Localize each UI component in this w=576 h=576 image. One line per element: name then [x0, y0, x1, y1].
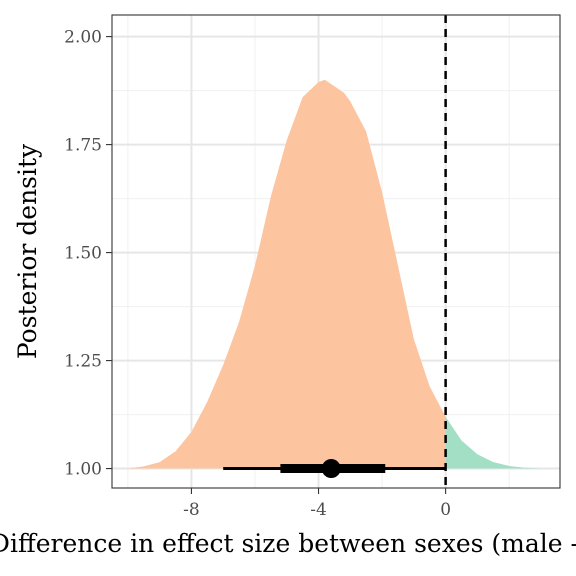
- interval-point-estimate: [321, 459, 341, 479]
- x-tick-label: 0: [440, 500, 451, 520]
- tick-labels-layer: -8 -4 0 1.00 1.25 1.50 1.75 2.00: [64, 28, 451, 520]
- ticks-layer: [106, 36, 447, 494]
- density-layer: [127, 79, 541, 469]
- panel-border: [111, 14, 561, 489]
- density-region-below-zero: [127, 79, 446, 469]
- x-axis-title: Difference in effect size between sexes …: [0, 529, 576, 558]
- y-tick-label: 1.25: [64, 352, 102, 372]
- x-tick-label: -4: [310, 500, 327, 520]
- y-tick-label: 1.75: [64, 136, 102, 156]
- y-tick-label: 1.00: [64, 460, 102, 480]
- density-region-above-zero: [445, 416, 541, 469]
- x-tick-label: -8: [183, 500, 200, 520]
- y-axis-title: Posterior density: [13, 143, 42, 359]
- interval-layer: [223, 459, 446, 479]
- y-tick-label: 1.50: [64, 244, 102, 264]
- y-tick-label: 2.00: [64, 28, 102, 48]
